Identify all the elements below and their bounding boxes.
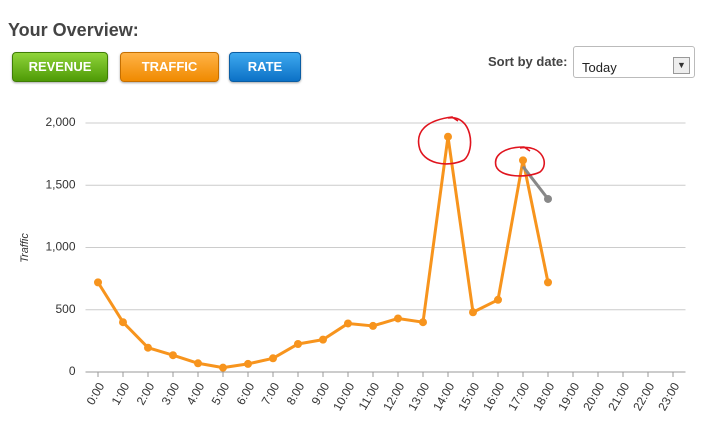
x-tick-label: 13:00 [405, 380, 432, 413]
x-tick-label: 21:00 [605, 380, 632, 413]
data-point [194, 359, 202, 368]
data-point [94, 278, 102, 287]
data-point [419, 318, 427, 327]
data-point [519, 156, 527, 165]
data-point [119, 318, 127, 327]
data-point [444, 132, 452, 141]
data-point [544, 278, 552, 287]
x-tick-label: 16:00 [480, 380, 507, 413]
x-tick-label: 3:00 [159, 380, 183, 408]
data-point [169, 351, 177, 360]
y-tick-label: 2,000 [45, 115, 75, 129]
traffic-button[interactable]: TRAFFIC [120, 52, 219, 82]
data-point [269, 354, 277, 363]
series-line [96, 135, 550, 370]
x-tick-label: 14:00 [430, 380, 457, 413]
data-point [319, 335, 327, 344]
data-point [344, 319, 352, 328]
data-point [369, 321, 377, 330]
x-tick-label: 23:00 [655, 380, 682, 413]
select-value: Today [582, 60, 617, 75]
data-point [244, 359, 252, 368]
x-tick-label: 0:00 [84, 380, 108, 408]
data-point [394, 314, 402, 323]
x-tick-label: 1:00 [109, 380, 133, 408]
sort-label: Sort by date: [488, 54, 568, 69]
y-tick-label: 1,000 [45, 240, 75, 254]
rate-button[interactable]: RATE [229, 52, 301, 82]
select-arrow[interactable]: ▼ [673, 57, 690, 74]
y-axis-label: Traffic [19, 233, 31, 263]
data-point [219, 363, 227, 372]
data-point [544, 194, 552, 203]
data-point [469, 308, 477, 317]
series-line [521, 165, 550, 200]
x-tick-label: 22:00 [630, 380, 657, 413]
x-tick-label: 9:00 [309, 380, 333, 408]
x-tick-label: 10:00 [330, 380, 357, 413]
x-tick-label: 7:00 [259, 380, 283, 408]
y-tick-label: 1,500 [45, 177, 75, 191]
page-title: Your Overview: [8, 20, 139, 40]
annotation-circle [494, 146, 545, 177]
x-tick-label: 4:00 [184, 380, 208, 408]
x-tick-label: 17:00 [505, 380, 532, 413]
data-point [294, 339, 302, 348]
x-tick-label: 2:00 [134, 380, 158, 408]
x-tick-label: 19:00 [555, 380, 582, 413]
x-tick-label: 8:00 [284, 380, 308, 408]
date-select[interactable]: Today ▼ [573, 46, 695, 78]
y-tick-label: 500 [55, 302, 75, 316]
x-tick-label: 12:00 [380, 380, 407, 413]
revenue-button[interactable]: REVENUE [12, 52, 108, 82]
x-tick-label: 20:00 [580, 380, 607, 413]
y-tick-label: 0 [69, 364, 76, 378]
x-tick-label: 6:00 [234, 380, 258, 408]
data-point [494, 295, 502, 304]
data-point [144, 343, 152, 352]
x-tick-label: 5:00 [209, 380, 233, 408]
x-tick-label: 18:00 [530, 380, 557, 413]
x-tick-label: 15:00 [455, 380, 482, 413]
annotation-circle [417, 116, 472, 165]
x-tick-label: 11:00 [356, 380, 383, 413]
